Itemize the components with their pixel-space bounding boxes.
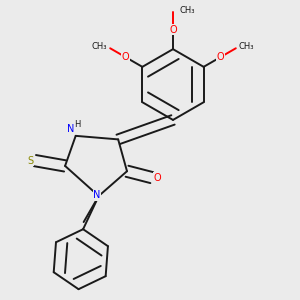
Text: O: O [217, 52, 224, 62]
Text: N: N [67, 124, 74, 134]
Text: CH₃: CH₃ [239, 42, 254, 51]
Text: CH₃: CH₃ [92, 42, 107, 51]
Text: H: H [74, 120, 81, 129]
Text: O: O [122, 52, 129, 62]
Text: O: O [154, 172, 161, 183]
Text: N: N [93, 190, 100, 200]
Text: S: S [27, 156, 33, 166]
Text: O: O [169, 25, 177, 35]
Text: CH₃: CH₃ [179, 6, 195, 15]
